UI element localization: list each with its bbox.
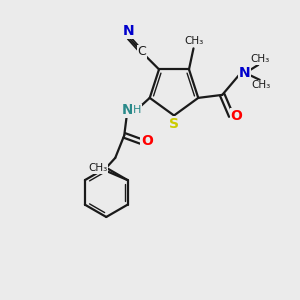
Text: S: S: [169, 117, 179, 131]
Text: O: O: [141, 134, 153, 148]
Text: CH₃: CH₃: [250, 55, 269, 64]
Text: CH₃: CH₃: [88, 163, 107, 173]
Text: N: N: [238, 66, 250, 80]
Text: C: C: [137, 46, 146, 59]
Text: CH₃: CH₃: [252, 80, 271, 90]
Text: O: O: [231, 109, 243, 123]
Text: N: N: [122, 103, 134, 117]
Text: H: H: [133, 105, 141, 115]
Text: N: N: [123, 24, 134, 38]
Text: CH₃: CH₃: [184, 37, 204, 46]
